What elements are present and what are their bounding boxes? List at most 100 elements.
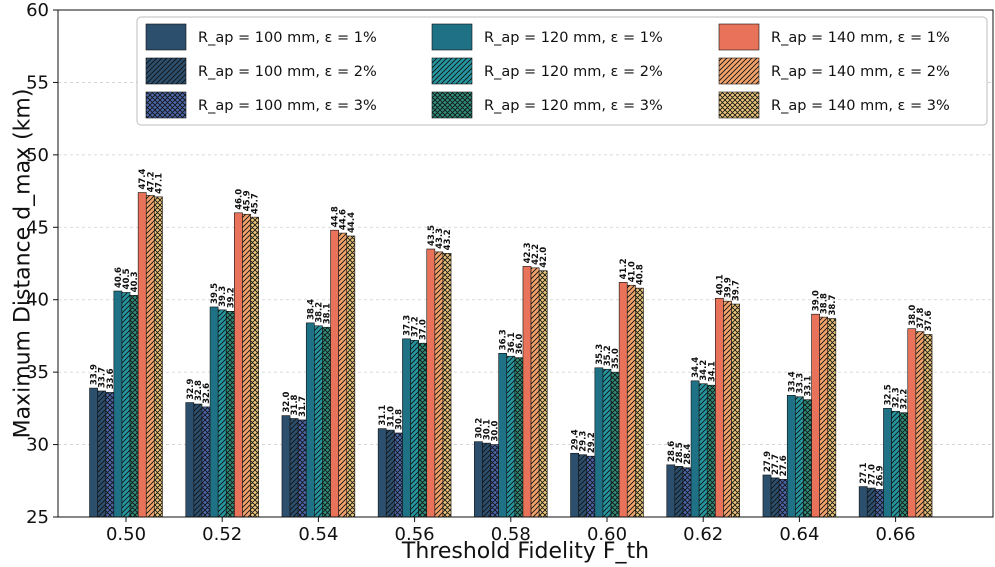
bar [858, 486, 868, 518]
bar-hatch [418, 343, 427, 517]
bar-hatch [298, 419, 307, 517]
legend-label: R_ap = 100 mm, ε = 1% [198, 30, 377, 46]
y-tick-label: 60 [26, 0, 49, 21]
data-label: 38.1 [323, 303, 333, 324]
data-label: 36.3 [499, 329, 509, 350]
bar-hatch [779, 479, 788, 517]
legend-label: R_ap = 120 mm, ε = 3% [484, 98, 663, 114]
data-label: 40.6 [114, 267, 124, 288]
data-label: 38.7 [828, 294, 838, 315]
x-tick-label: 0.58 [491, 524, 531, 545]
y-tick-label: 35 [26, 362, 49, 383]
bar [907, 328, 917, 518]
data-label: 30.1 [483, 419, 493, 440]
data-label: 40.8 [635, 264, 645, 285]
data-label: 37.3 [403, 315, 413, 336]
bar [89, 387, 98, 518]
data-label: 32.6 [202, 383, 212, 404]
bar [209, 306, 219, 518]
bar-hatch [322, 327, 331, 517]
data-label: 39.5 [210, 283, 220, 304]
bar-hatch [602, 369, 612, 517]
bar [113, 290, 123, 518]
bar-hatch [682, 467, 692, 517]
legend-swatch-hatch [146, 58, 186, 84]
legend-label: R_ap = 100 mm, ε = 3% [198, 98, 377, 114]
bar-hatch [771, 477, 780, 517]
data-label: 33.6 [106, 368, 116, 389]
legend-label: R_ap = 140 mm, ε = 1% [771, 30, 950, 46]
data-label: 32.3 [892, 387, 902, 408]
bar-hatch [891, 411, 900, 517]
data-label: 27.0 [867, 464, 877, 485]
bar [522, 266, 532, 518]
x-tick-label: 0.60 [587, 524, 627, 545]
data-label: 37.2 [411, 316, 421, 337]
axis-ticks: 25 30 35 40 45 50 55 60 0.50 0.52 0.54 0.56 0.58 0.60… [26, 0, 916, 545]
legend-label: R_ap = 120 mm, ε = 2% [484, 64, 663, 80]
data-label: 38.2 [314, 302, 324, 323]
data-label: 31.8 [290, 394, 300, 415]
bar [426, 248, 436, 518]
y-tick-label: 55 [26, 72, 49, 93]
bar [570, 452, 579, 518]
data-label: 37.0 [419, 319, 429, 340]
bar [281, 415, 291, 518]
data-label: 30.2 [474, 418, 484, 439]
data-label: 33.1 [804, 376, 814, 397]
legend-swatch-hatch [146, 92, 186, 118]
data-label: 40.5 [122, 268, 132, 289]
data-label: 27.6 [779, 455, 789, 476]
data-label: 36.1 [507, 332, 517, 353]
bar [474, 441, 483, 518]
data-label: 39.2 [226, 287, 236, 308]
bar-hatch [707, 385, 716, 517]
data-label: 46.0 [234, 189, 244, 210]
legend-swatch-hatch [719, 92, 759, 118]
x-tick-label: 0.66 [876, 524, 916, 545]
data-label: 39.3 [218, 286, 228, 307]
bar-hatch [803, 399, 812, 517]
bar-hatch [482, 443, 491, 517]
bar-hatch [827, 318, 836, 517]
bar-hatch [154, 196, 163, 517]
bar-hatch [531, 267, 540, 517]
data-label: 43.3 [435, 228, 445, 249]
data-label: 29.4 [571, 429, 581, 450]
bar-hatch [290, 418, 299, 517]
x-axis-label: Threshold Fidelity F_th [401, 539, 649, 564]
legend-swatch [431, 23, 473, 51]
bar [618, 282, 628, 518]
data-label: 33.7 [98, 367, 108, 388]
y-tick-label: 30 [26, 435, 49, 456]
data-label: 28.4 [683, 444, 693, 465]
legend-box [136, 16, 988, 126]
y-tick-label: 45 [26, 217, 49, 238]
data-label: 32.8 [194, 380, 204, 401]
bar-hatch [586, 456, 595, 517]
bar-hatch [242, 214, 251, 517]
data-label: 35.3 [595, 344, 605, 365]
data-label: 27.9 [763, 451, 773, 472]
bar-hatch [97, 390, 106, 517]
data-label: 33.9 [90, 364, 100, 385]
bar-hatch [539, 270, 548, 517]
bar-hatch [915, 331, 924, 517]
bar-hatch [226, 311, 235, 517]
data-label: 31.0 [386, 406, 396, 427]
x-tick-label: 0.54 [298, 524, 338, 545]
bar-hatch [338, 233, 347, 517]
data-label: 32.2 [900, 389, 910, 410]
data-label: 32.5 [884, 384, 894, 405]
bar-hatch [723, 301, 732, 517]
bar [234, 212, 243, 518]
legend-swatch [718, 23, 760, 51]
bar-hatch [627, 285, 636, 517]
legend-swatch-hatch [719, 58, 759, 84]
bar-hatch [105, 392, 114, 517]
bar-hatch [867, 488, 876, 517]
bar-hatch [699, 383, 708, 517]
bar-hatch [731, 304, 740, 517]
x-tick-label: 0.52 [202, 524, 242, 545]
bar-hatch [514, 357, 523, 517]
